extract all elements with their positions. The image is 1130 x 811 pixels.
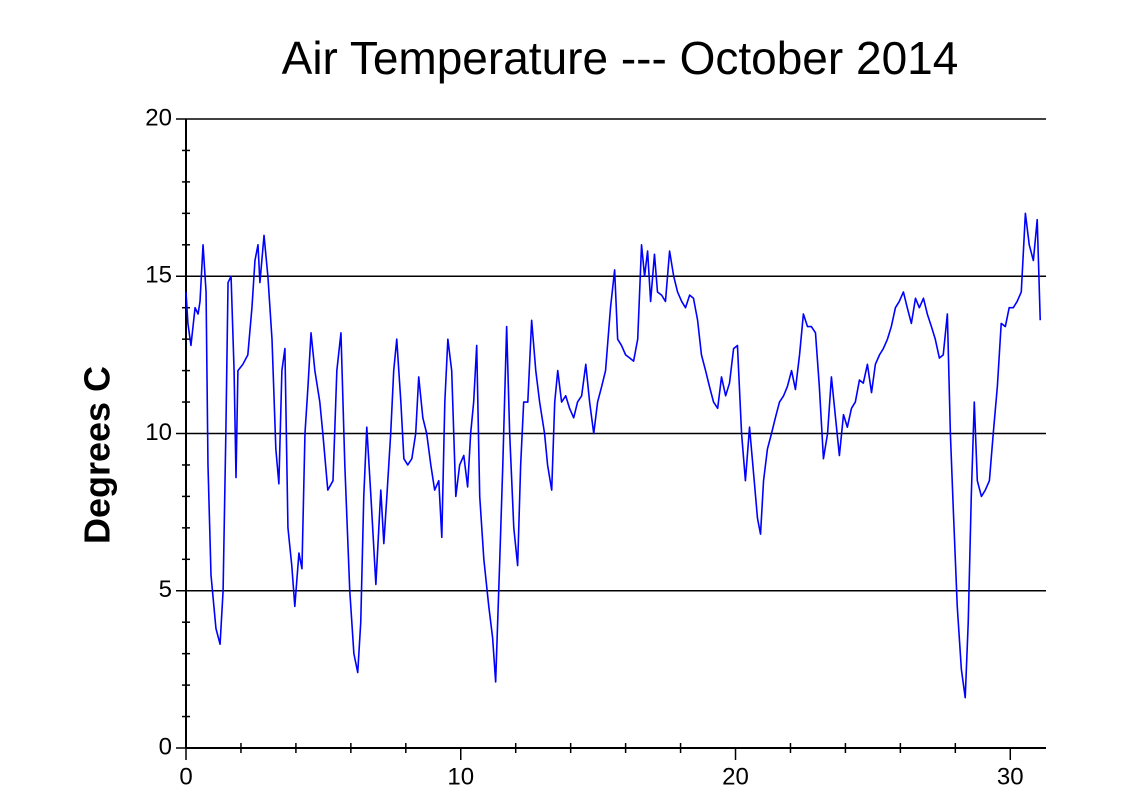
y-tick-label: 5: [159, 576, 172, 603]
y-tick-label: 15: [145, 262, 172, 289]
line: [185, 212, 1042, 699]
chart-title: Air Temperature --- October 2014: [282, 32, 959, 84]
y-tick-label: 0: [159, 733, 172, 760]
y-tick-label: 10: [145, 419, 172, 446]
x-tick-label: 0: [179, 763, 192, 790]
y-tick-label: 20: [145, 104, 172, 131]
x-tick-label: 30: [997, 763, 1024, 790]
x-tick-label: 20: [722, 763, 749, 790]
x-tick-label: 10: [447, 763, 474, 790]
y-axis-label: Degrees C: [77, 366, 118, 544]
